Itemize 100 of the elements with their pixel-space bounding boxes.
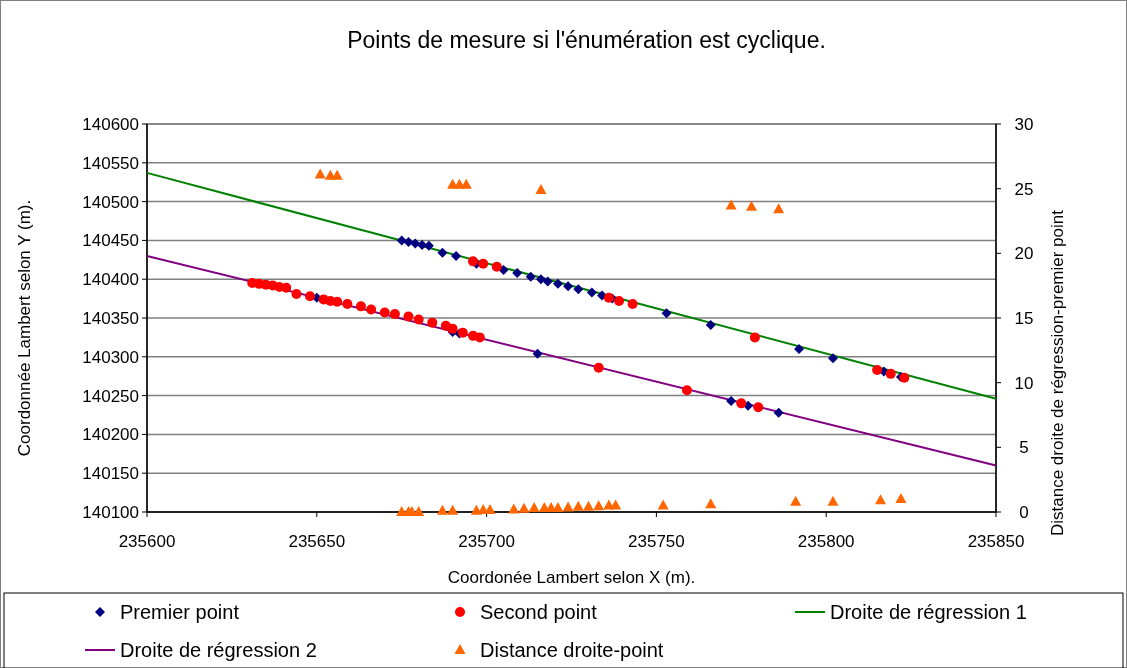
point [535,183,547,194]
y2-tick-label: 25 [1014,179,1034,199]
point [586,287,597,298]
point [355,301,366,312]
y-tick-label: 140350 [82,309,139,328]
point [396,235,407,246]
point [661,308,672,319]
point [542,276,553,287]
chart-title: Points de mesure si l'énumération est cyclique. [347,27,826,53]
x-tick-label: 235850 [967,532,1025,551]
point [552,278,563,289]
y2-axis-title: Distance droite de régression-premier point [1048,209,1067,536]
point [389,309,400,320]
x-axis-title: Coordonée Lambert selon X (m). [447,568,696,587]
y-tick-label: 140550 [82,153,139,173]
point [437,247,448,258]
point [614,295,625,306]
point [427,317,438,328]
point [725,199,737,210]
point [498,264,509,275]
point [895,493,907,504]
point [342,299,353,310]
y2-tick-label: 30 [1014,115,1034,134]
point [745,200,757,211]
point [705,319,716,330]
point [314,168,326,179]
point [627,299,638,310]
legend-label: Droite de régression 2 [120,639,317,661]
point [403,311,414,322]
point [403,236,414,247]
y-tick-label: 140450 [82,231,139,251]
point [593,362,604,373]
legend-label: Droite de régression 1 [830,601,1027,623]
point [436,504,448,515]
point [508,503,520,514]
y-tick-label: 140500 [82,192,139,212]
point [410,238,421,249]
point [291,288,302,299]
point [379,307,390,318]
point [749,332,760,343]
point [736,398,747,409]
point [790,495,802,506]
y-tick-label: 140200 [82,425,139,445]
y-tick-label: 140250 [82,386,139,406]
point [563,281,574,292]
y2-tick-label: 5 [1019,438,1029,458]
point [872,364,883,375]
point [593,500,605,511]
point [532,348,543,359]
point [572,500,584,511]
point [657,499,669,510]
point [331,169,343,180]
legend-label: Premier point [120,601,240,623]
point [885,368,896,379]
legend-label: Distance droite-point [480,639,664,661]
point [332,296,343,307]
y2-tick-label: 0 [1019,503,1029,522]
y-tick-label: 140600 [82,115,139,134]
point [827,353,838,364]
x-tick-label: 235750 [628,532,685,551]
point [610,499,622,510]
y2-tick-label: 15 [1014,309,1034,328]
point [474,332,485,343]
point [451,250,462,261]
point [899,372,910,383]
point [705,498,717,509]
point [726,396,737,407]
y-tick-label: 140100 [82,503,139,522]
y-tick-label: 140300 [82,347,139,367]
y-tick-label: 140150 [82,464,139,484]
legend-label: Second point [480,601,598,623]
point [491,261,502,272]
y-tick-label: 140400 [82,270,139,290]
point [875,494,887,505]
point [525,271,536,282]
point [447,504,459,515]
point [528,502,540,513]
point [773,407,784,418]
x-tick-label: 235650 [288,532,346,551]
y2-tick-label: 10 [1014,373,1034,393]
point [753,402,764,413]
x-tick-label: 235800 [797,532,855,551]
point [413,314,424,325]
point [562,501,574,512]
x-tick-label: 235600 [118,532,176,551]
x-tick-label: 235700 [458,532,515,551]
point [681,385,692,396]
point [535,274,546,285]
point [305,291,316,302]
point [281,282,292,293]
point [366,304,377,315]
point [573,284,584,295]
point [518,502,530,513]
point [794,344,805,355]
point [827,495,839,506]
point [460,178,472,189]
point [470,504,482,515]
point [773,203,785,214]
point [603,292,614,303]
point [478,258,489,269]
